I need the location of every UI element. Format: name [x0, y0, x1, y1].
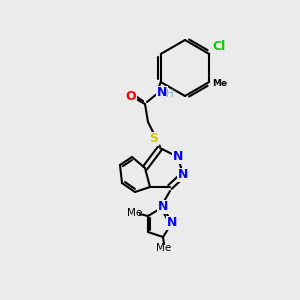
Text: O: O — [126, 89, 136, 103]
Text: Me: Me — [156, 243, 172, 253]
Text: N: N — [157, 86, 167, 100]
Text: N: N — [158, 200, 168, 214]
Text: N: N — [173, 151, 183, 164]
Text: N: N — [167, 217, 177, 230]
Text: S: S — [149, 133, 158, 146]
Text: Me: Me — [128, 208, 142, 218]
Text: Cl: Cl — [213, 40, 226, 53]
Text: H: H — [166, 89, 174, 99]
Text: Me: Me — [212, 80, 227, 88]
Text: N: N — [178, 169, 188, 182]
